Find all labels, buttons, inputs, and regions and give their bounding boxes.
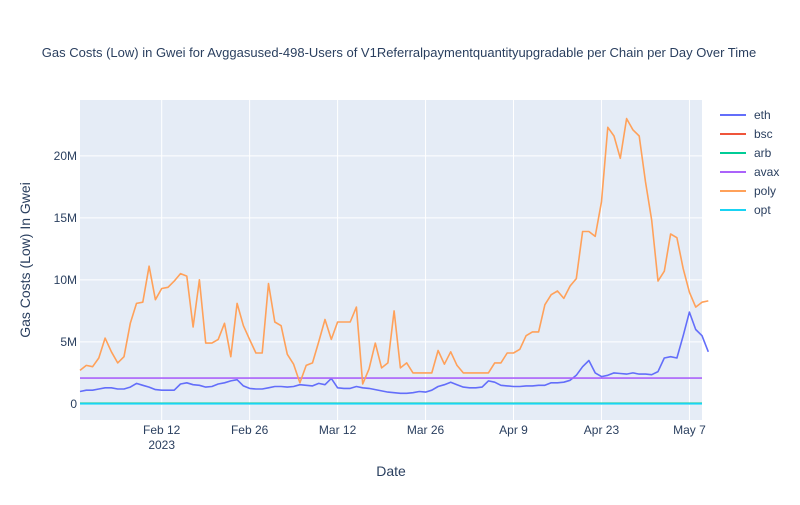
y-axis-label: Gas Costs (Low) In Gwei <box>17 182 33 338</box>
legend-label-poly: poly <box>754 184 776 198</box>
x-tick-label: Apr 23 <box>584 423 620 437</box>
x-axis-label: Date <box>376 463 406 479</box>
x-tick-label: May 7 <box>673 423 706 437</box>
y-tick-label: 20M <box>54 149 77 163</box>
legend-item-arb[interactable]: arb <box>720 146 772 160</box>
y-tick-label: 5M <box>60 335 77 349</box>
plot-background <box>80 100 702 420</box>
x-tick-sublabel: 2023 <box>148 438 175 452</box>
legend-label-avax: avax <box>754 165 779 179</box>
series-line-eth <box>79 311 710 395</box>
x-tick-label: Feb 26 <box>231 423 269 437</box>
x-tick-label: Feb 12 <box>143 423 181 437</box>
y-tick-label: 0 <box>70 397 77 411</box>
legend-item-eth[interactable]: eth <box>720 108 771 122</box>
y-tick-label: 10M <box>54 273 77 287</box>
chart-title: Gas Costs (Low) in Gwei for Avggasused-4… <box>42 45 756 60</box>
y-axis-ticks: 0 5M 10M 15M 20M <box>54 149 78 411</box>
x-tick-label: Mar 26 <box>407 423 445 437</box>
legend[interactable]: eth bsc arb avax poly opt <box>720 108 779 217</box>
legend-label-arb: arb <box>754 146 772 160</box>
legend-item-poly[interactable]: poly <box>720 184 776 198</box>
series-line-poly <box>79 117 709 385</box>
legend-item-avax[interactable]: avax <box>720 165 779 179</box>
legend-label-eth: eth <box>754 108 771 122</box>
legend-item-bsc[interactable]: bsc <box>720 127 773 141</box>
y-tick-label: 15M <box>54 211 77 225</box>
legend-label-bsc: bsc <box>754 127 773 141</box>
x-tick-label: Apr 9 <box>499 423 528 437</box>
series-lines <box>79 117 710 405</box>
legend-item-opt[interactable]: opt <box>720 203 771 217</box>
legend-label-opt: opt <box>754 203 771 217</box>
x-tick-label: Mar 12 <box>319 423 357 437</box>
